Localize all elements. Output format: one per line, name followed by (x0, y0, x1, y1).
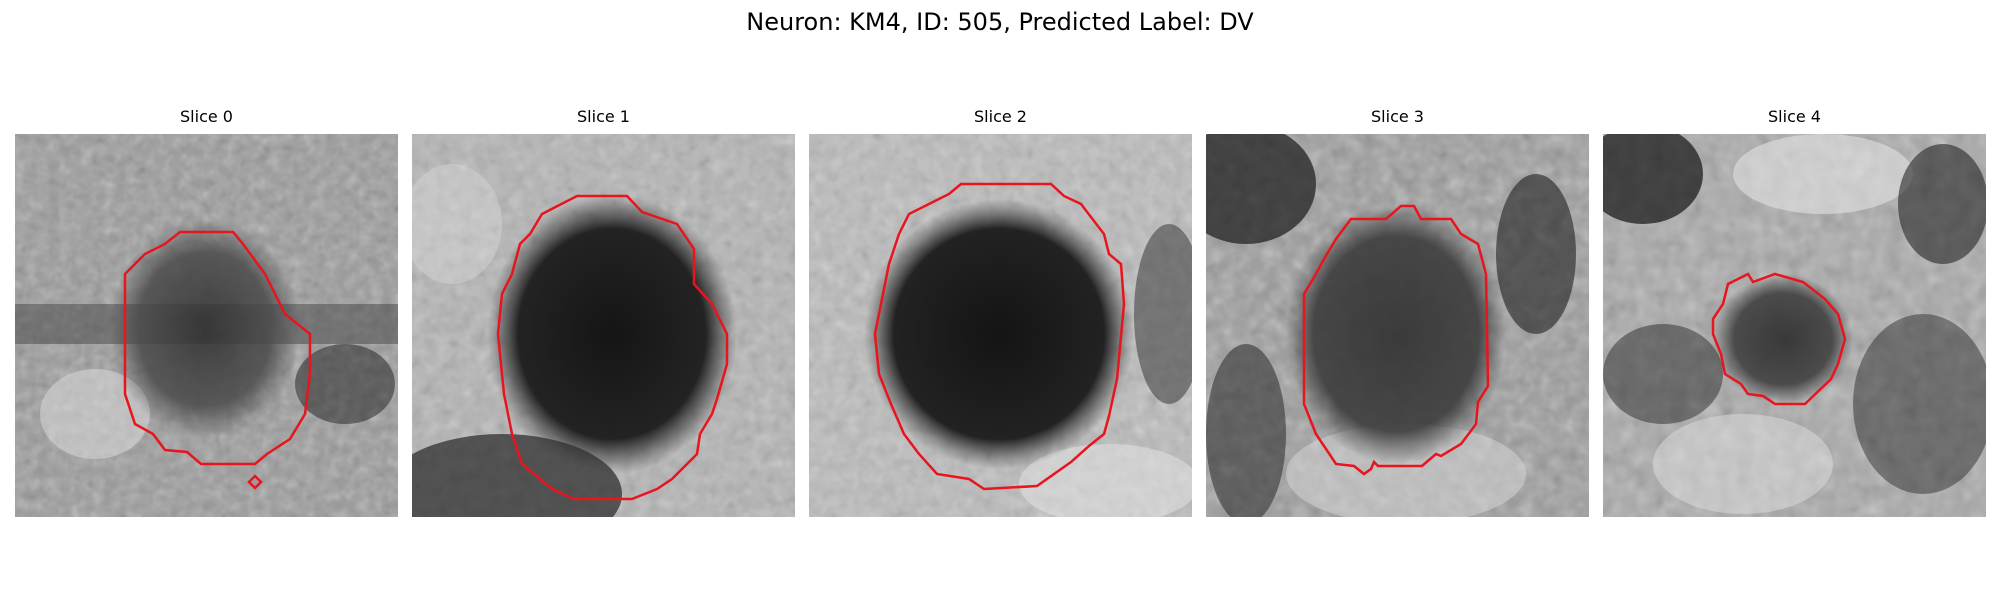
slice-title-0: Slice 0 (180, 107, 233, 126)
slice-image-0 (15, 134, 398, 517)
neuron-contour-3 (1302, 204, 1490, 476)
slice-title-3: Slice 3 (1371, 107, 1424, 126)
neuron-contour-0 (123, 230, 312, 466)
neuron-contour-4 (1711, 272, 1847, 406)
figure-title: Neuron: KM4, ID: 505, Predicted Label: D… (746, 8, 1254, 36)
slice-image-3 (1206, 134, 1589, 517)
slice-title-4: Slice 4 (1768, 107, 1821, 126)
slice-image-4 (1603, 134, 1986, 517)
slice-title-1: Slice 1 (577, 107, 630, 126)
neuron-contour-0-fragment (247, 474, 263, 490)
slice-title-2: Slice 2 (974, 107, 1027, 126)
neuron-contour-1 (496, 194, 729, 501)
slice-image-1 (412, 134, 795, 517)
neuron-contour-2 (873, 182, 1126, 491)
slice-image-2 (809, 134, 1192, 517)
